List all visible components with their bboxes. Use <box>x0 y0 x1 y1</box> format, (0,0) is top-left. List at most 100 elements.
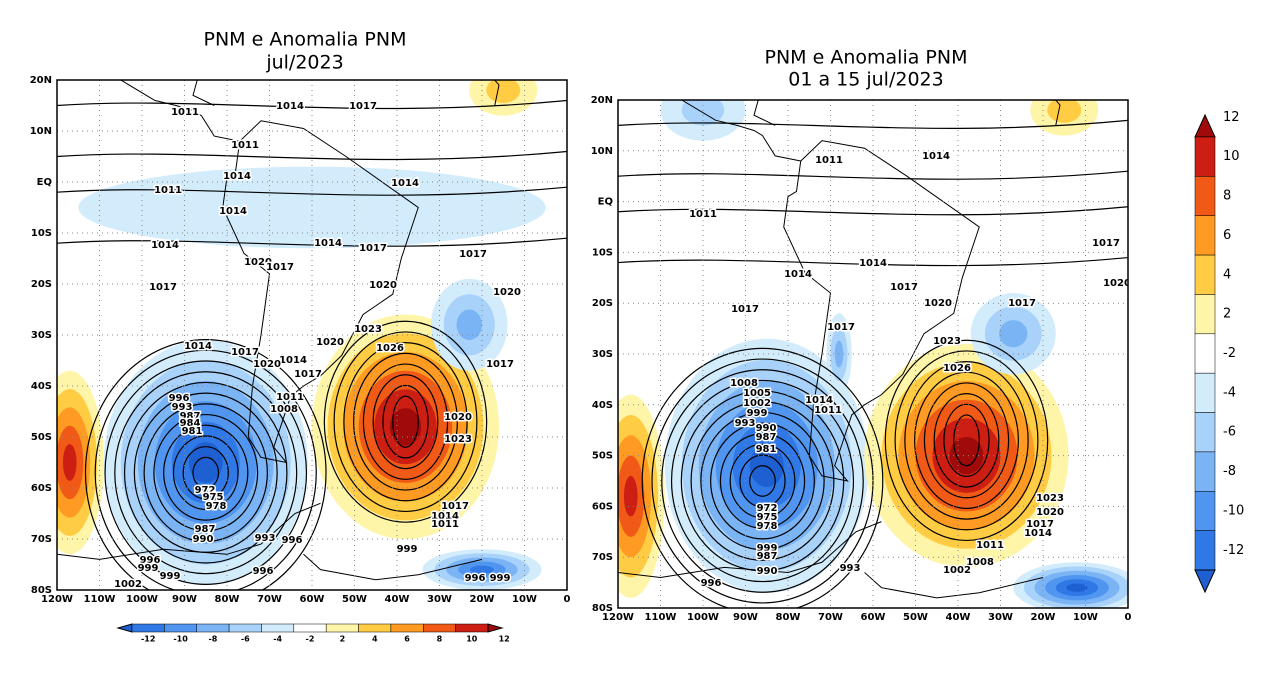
colorbar-tip <box>1194 569 1216 594</box>
lon-label: 10W <box>512 594 537 605</box>
anomaly-fill <box>62 444 77 481</box>
contour-label: 1020 <box>1103 278 1131 289</box>
contour-label: 1020 <box>244 257 272 268</box>
contour-label: 1020 <box>253 359 281 370</box>
coastline <box>57 502 321 560</box>
lat-label: 70S <box>31 534 52 545</box>
coastline <box>864 572 1044 599</box>
colorbar-tick-label: 6 <box>1223 228 1231 243</box>
isobar <box>690 401 835 561</box>
contour-label: 975 <box>757 512 778 523</box>
coastline <box>681 100 801 162</box>
contour-label: 1014 <box>391 178 419 189</box>
lat-label: 70S <box>592 552 613 563</box>
colorbar-segment <box>325 623 359 633</box>
contour-label: 990 <box>193 534 214 545</box>
lon-label: 50W <box>903 612 928 623</box>
contour-label: 1023 <box>444 434 472 445</box>
isobar <box>57 150 567 161</box>
isobar <box>884 339 1049 542</box>
colorbar-tick-label: -6 <box>1223 425 1236 440</box>
colorbar-tick-label: -2 <box>306 635 315 644</box>
contour-label: 1011 <box>814 405 842 416</box>
contour-label: 990 <box>757 566 778 577</box>
isobar <box>84 339 327 590</box>
colorbar-segment <box>1194 491 1216 531</box>
lon-label: 70W <box>257 594 282 605</box>
colorbar-tip <box>1194 113 1216 138</box>
colorbar-segment <box>228 623 262 633</box>
colorbar-segment <box>293 623 327 633</box>
anomaly-fill <box>486 80 521 103</box>
isobar <box>172 435 239 511</box>
coastline <box>753 100 776 126</box>
coastline <box>494 80 500 106</box>
lat-label: 20N <box>591 95 613 106</box>
isobar <box>894 350 1039 531</box>
isobar <box>114 371 298 575</box>
contour-label: 975 <box>203 492 224 503</box>
contour-label: 1002 <box>943 565 971 576</box>
colorbar-segment <box>1194 254 1216 295</box>
colorbar-segment <box>1194 530 1216 571</box>
contour-label: 1008 <box>730 378 758 389</box>
contour-label: 1017 <box>459 249 487 260</box>
contour-label: 987 <box>180 411 201 422</box>
contour-label: 1014 <box>151 240 179 251</box>
contour-label: 999 <box>397 544 418 555</box>
isobar <box>719 433 806 529</box>
contour-label: 1017 <box>441 501 469 512</box>
contour-label: 999 <box>490 573 511 584</box>
isobar <box>372 374 439 470</box>
colorbar-tick-label: 10 <box>466 635 478 644</box>
coastline <box>618 521 882 579</box>
contour-label: 999 <box>747 408 768 419</box>
lon-label: 120W <box>602 612 634 623</box>
lat-label: 80S <box>31 585 52 596</box>
contour-label: 1017 <box>731 304 759 315</box>
contour-label: 993 <box>840 563 861 574</box>
anomaly-fill <box>1066 583 1088 592</box>
lat-label: 30S <box>592 349 613 360</box>
contour-label: 1026 <box>943 363 971 374</box>
lon-label: 60W <box>300 594 325 605</box>
lat-label: EQ <box>598 197 613 208</box>
colorbar-horizontal: -12 -10 -8 -6 -4 -2 2 4 6 8 10 12 <box>116 623 510 644</box>
colorbar-tick-label: -12 <box>141 635 155 644</box>
isobar <box>182 446 229 500</box>
isobar <box>943 403 990 478</box>
colorbar-segment <box>196 623 230 633</box>
lon-label: 30W <box>427 594 452 605</box>
contour-label: 1017 <box>149 282 177 293</box>
contour-label: 1008 <box>270 404 298 415</box>
contour-label: 1017 <box>359 243 387 254</box>
lat-label: 30S <box>31 330 52 341</box>
contour-label: 1014 <box>805 395 833 406</box>
contour-label: 987 <box>756 432 777 443</box>
contour-label: 978 <box>206 501 227 512</box>
contour-label: 1017 <box>486 359 514 370</box>
contour-label: 1017 <box>827 322 855 333</box>
lat-label: 50S <box>592 451 613 462</box>
panel-title: PNM e Anomalia PNM <box>204 29 407 51</box>
colorbar-segment <box>1194 176 1216 216</box>
colorbar-tick-label: 12 <box>499 635 510 644</box>
contour-label: 996 <box>282 535 303 546</box>
coastline <box>1055 100 1061 126</box>
isobar <box>362 363 449 480</box>
contour-label: 1014 <box>314 238 342 249</box>
contour-label: 1002 <box>743 398 771 409</box>
contour-label: 996 <box>169 393 190 404</box>
colorbar-tick-label: 2 <box>340 635 346 644</box>
contour-label: 1011 <box>689 209 717 220</box>
isobar <box>739 454 786 508</box>
contour-label: 981 <box>756 444 777 455</box>
contour-label: 1017 <box>1008 298 1036 309</box>
colorbar-tick-label: 4 <box>1223 267 1231 282</box>
contour-label: 1014 <box>184 341 212 352</box>
contour-label: 1014 <box>784 269 812 280</box>
